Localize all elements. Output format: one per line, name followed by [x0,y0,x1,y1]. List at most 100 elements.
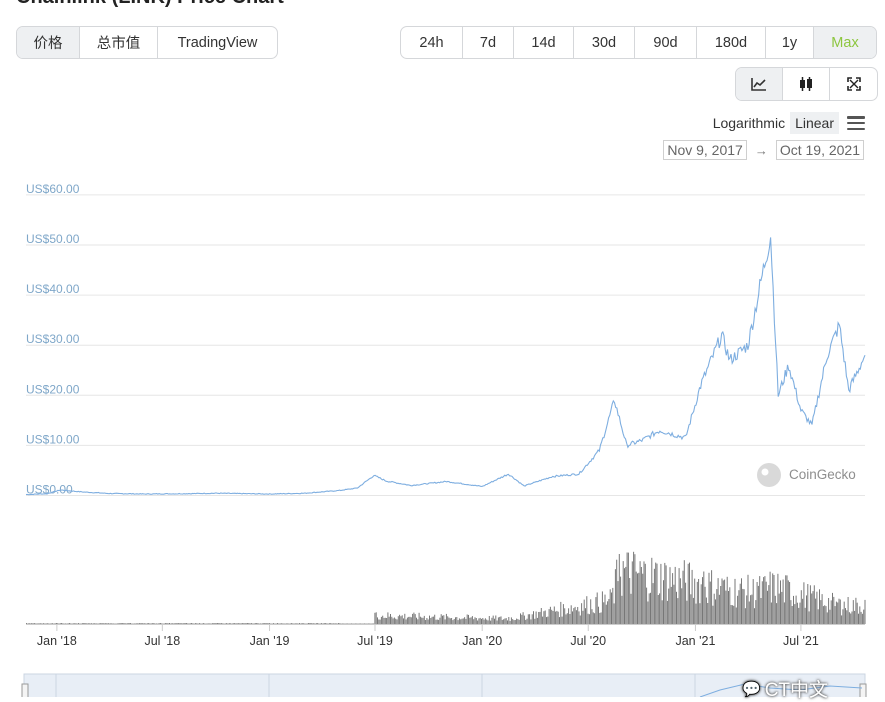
range-1y-button[interactable]: 1y [766,27,814,58]
volume-bar [825,606,827,624]
volume-bar [74,623,76,624]
line-chart-button[interactable] [736,68,783,100]
volume-bar [722,580,724,624]
volume-bar [37,623,39,624]
volume-bar [135,623,137,624]
volume-bar [261,623,263,624]
volume-bar [397,616,399,624]
volume-bar [334,623,336,624]
page-title: Chainlink (LINK) Price Chart [16,0,284,9]
volume-bar [470,617,472,624]
volume-bar [262,623,264,624]
volume-bar [165,623,167,624]
volume-bar [184,623,186,624]
volume-bar [598,606,599,624]
range-24h-button[interactable]: 24h [401,27,463,58]
volume-bar [78,623,79,624]
volume-bar [596,592,598,624]
volume-bar [435,619,437,624]
volume-bar [696,581,698,624]
volume-bar [31,623,33,624]
volume-bar [861,613,863,624]
volume-bar [68,623,70,624]
range-90d-button[interactable]: 90d [635,27,697,58]
fullscreen-button[interactable] [830,68,877,100]
volume-bar [362,623,364,624]
volume-bar [451,618,453,624]
tab-tradingview[interactable]: TradingView [177,34,258,51]
volume-bar [171,623,173,624]
hamburger-menu-icon[interactable] [847,116,865,130]
volume-bar [118,623,120,624]
volume-bar [230,623,232,624]
volume-bar [176,623,178,624]
volume-bar [672,573,674,624]
volume-bar [275,623,277,624]
volume-bar [412,613,414,624]
volume-bar [110,623,112,624]
range-30d-button[interactable]: 30d [574,27,635,58]
tab-price[interactable]: 价格 [17,27,80,58]
volume-bar [826,612,828,624]
volume-bar [564,608,566,624]
volume-bar [837,602,839,624]
volume-bar [539,611,541,624]
volume-bar [122,623,124,624]
volume-bar [569,614,571,624]
volume-bar [690,594,692,624]
volume-bar [132,623,134,624]
volume-bar [417,619,419,624]
volume-bar [321,623,323,624]
volume-bar [449,618,451,624]
volume-bar [726,576,728,624]
date-from-input[interactable]: Nov 9, 2017 [663,140,747,160]
volume-bar [657,595,659,624]
volume-bar [282,623,284,624]
volume-bar [577,607,579,624]
range-180d-button[interactable]: 180d [697,27,766,58]
range-14d-button[interactable]: 14d [514,27,574,58]
volume-bar [215,623,217,624]
scale-logarithmic-option[interactable]: Logarithmic [712,115,786,131]
volume-bar [137,623,139,624]
scale-linear-option[interactable]: Linear [790,112,839,134]
volume-bar [475,618,477,624]
volume-bar [560,601,562,624]
volume-bar [585,608,586,624]
volume-bar [795,595,797,624]
volume-bar [815,598,817,624]
volume-bar [458,618,460,624]
volume-bar [781,591,783,624]
volume-bar [834,606,836,624]
volume-bar [582,610,584,624]
volume-bar [146,623,148,624]
volume-bar [692,597,694,624]
volume-bar [445,613,447,624]
range-7d-button[interactable]: 7d [463,27,514,58]
candlestick-button[interactable] [783,68,830,100]
volume-bar [188,623,190,624]
volume-bar [566,613,568,624]
volume-bar [149,623,151,624]
date-to-input[interactable]: Oct 19, 2021 [775,140,864,160]
volume-bar [616,559,618,624]
volume-bar [773,575,775,624]
volume-bar [405,619,407,624]
volume-bar [496,620,498,624]
volume-bar [369,623,371,624]
volume-bar [396,619,398,624]
volume-bar [55,623,57,624]
tab-market-cap[interactable]: 总市值 [80,27,158,58]
volume-bar [488,616,490,624]
navigator-left-handle[interactable] [21,683,29,697]
volume-bar [358,623,360,624]
volume-bar [312,623,313,624]
volume-bar [859,606,861,624]
volume-bar [144,623,146,624]
volume-bar [456,617,458,624]
volume-bar [172,623,174,624]
navigator-right-handle[interactable] [859,683,867,697]
volume-bar [595,597,597,624]
volume-bar [790,600,792,624]
range-max-button[interactable]: Max [814,27,876,58]
